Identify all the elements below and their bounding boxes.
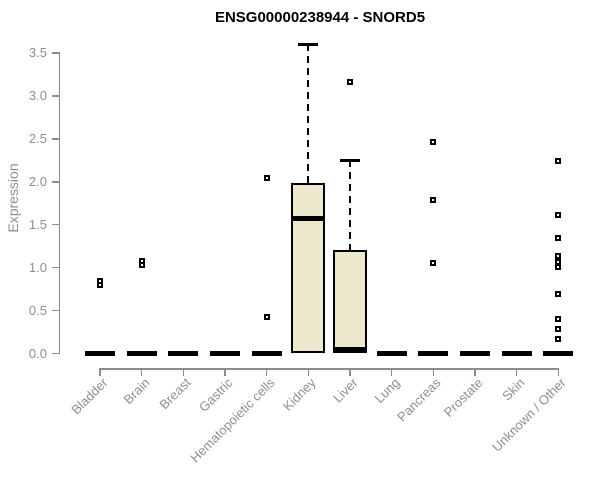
collapsed-box-median [418, 351, 449, 356]
outlier-point [430, 196, 437, 203]
outlier-point [555, 263, 562, 270]
y-tick-label: 1.0 [28, 259, 47, 275]
outlier-point [555, 326, 562, 333]
collapsed-box-median [168, 351, 199, 356]
median-line [291, 216, 326, 222]
y-tick-label: 0.0 [28, 345, 47, 361]
y-axis-line [58, 52, 60, 354]
x-tick-mark [474, 368, 476, 376]
outlier-point [347, 79, 353, 86]
y-tick-mark [52, 266, 60, 269]
x-tick-mark [349, 368, 351, 376]
outlier-point [555, 335, 562, 342]
x-tick-mark [557, 368, 560, 376]
x-tick-mark [140, 368, 143, 376]
y-tick-mark [52, 223, 60, 226]
whisker-line [349, 160, 351, 250]
outlier-point [263, 175, 270, 182]
x-tick-mark [515, 368, 518, 376]
outlier-point [555, 253, 562, 260]
x-axis-line [100, 368, 559, 370]
whisker-line [307, 44, 310, 184]
whisker-cap [340, 159, 360, 162]
box-rect [333, 249, 367, 354]
collapsed-box-median [501, 351, 532, 356]
outlier-point [430, 260, 437, 267]
outlier-point [430, 139, 437, 146]
y-tick-label: 0.5 [28, 302, 47, 318]
x-tick-mark [182, 368, 185, 376]
outlier-point [555, 258, 562, 265]
x-tick-mark [390, 368, 393, 376]
y-tick-mark [52, 52, 60, 54]
collapsed-box-median [85, 351, 115, 356]
collapsed-box-median [251, 351, 282, 356]
y-tick-label: 3.0 [28, 87, 47, 103]
whisker-cap [298, 43, 319, 46]
outlier-point [555, 212, 562, 219]
collapsed-box-median [460, 351, 490, 356]
outlier-point [555, 158, 562, 165]
chart-title: ENSG00000238944 - SNORD5 [214, 9, 426, 26]
x-tick-mark [307, 368, 310, 376]
collapsed-box-median [126, 351, 157, 356]
collapsed-box-median [376, 351, 407, 356]
median-line [333, 346, 367, 352]
y-tick-label: 1.5 [28, 216, 47, 232]
y-tick-label: 3.5 [28, 44, 47, 60]
x-tick-mark [265, 368, 268, 376]
y-tick-label: 2.0 [28, 173, 47, 189]
box-rect [291, 183, 326, 354]
x-tick-mark [224, 368, 226, 376]
outlier-point [97, 281, 103, 288]
y-tick-mark [52, 352, 60, 355]
outlier-point [555, 316, 562, 323]
y-tick-mark [52, 309, 60, 312]
collapsed-box-median [543, 351, 574, 356]
outlier-point [555, 234, 562, 241]
y-tick-mark [52, 181, 60, 183]
x-tick-mark [99, 368, 101, 376]
collapsed-box-median [210, 351, 240, 356]
outlier-point [138, 262, 145, 269]
y-tick-mark [52, 95, 60, 97]
outlier-point [555, 291, 562, 298]
y-tick-mark [52, 138, 60, 140]
y-tick-label: 2.5 [28, 130, 47, 146]
outlier-point [263, 313, 270, 320]
x-tick-mark [432, 368, 435, 376]
